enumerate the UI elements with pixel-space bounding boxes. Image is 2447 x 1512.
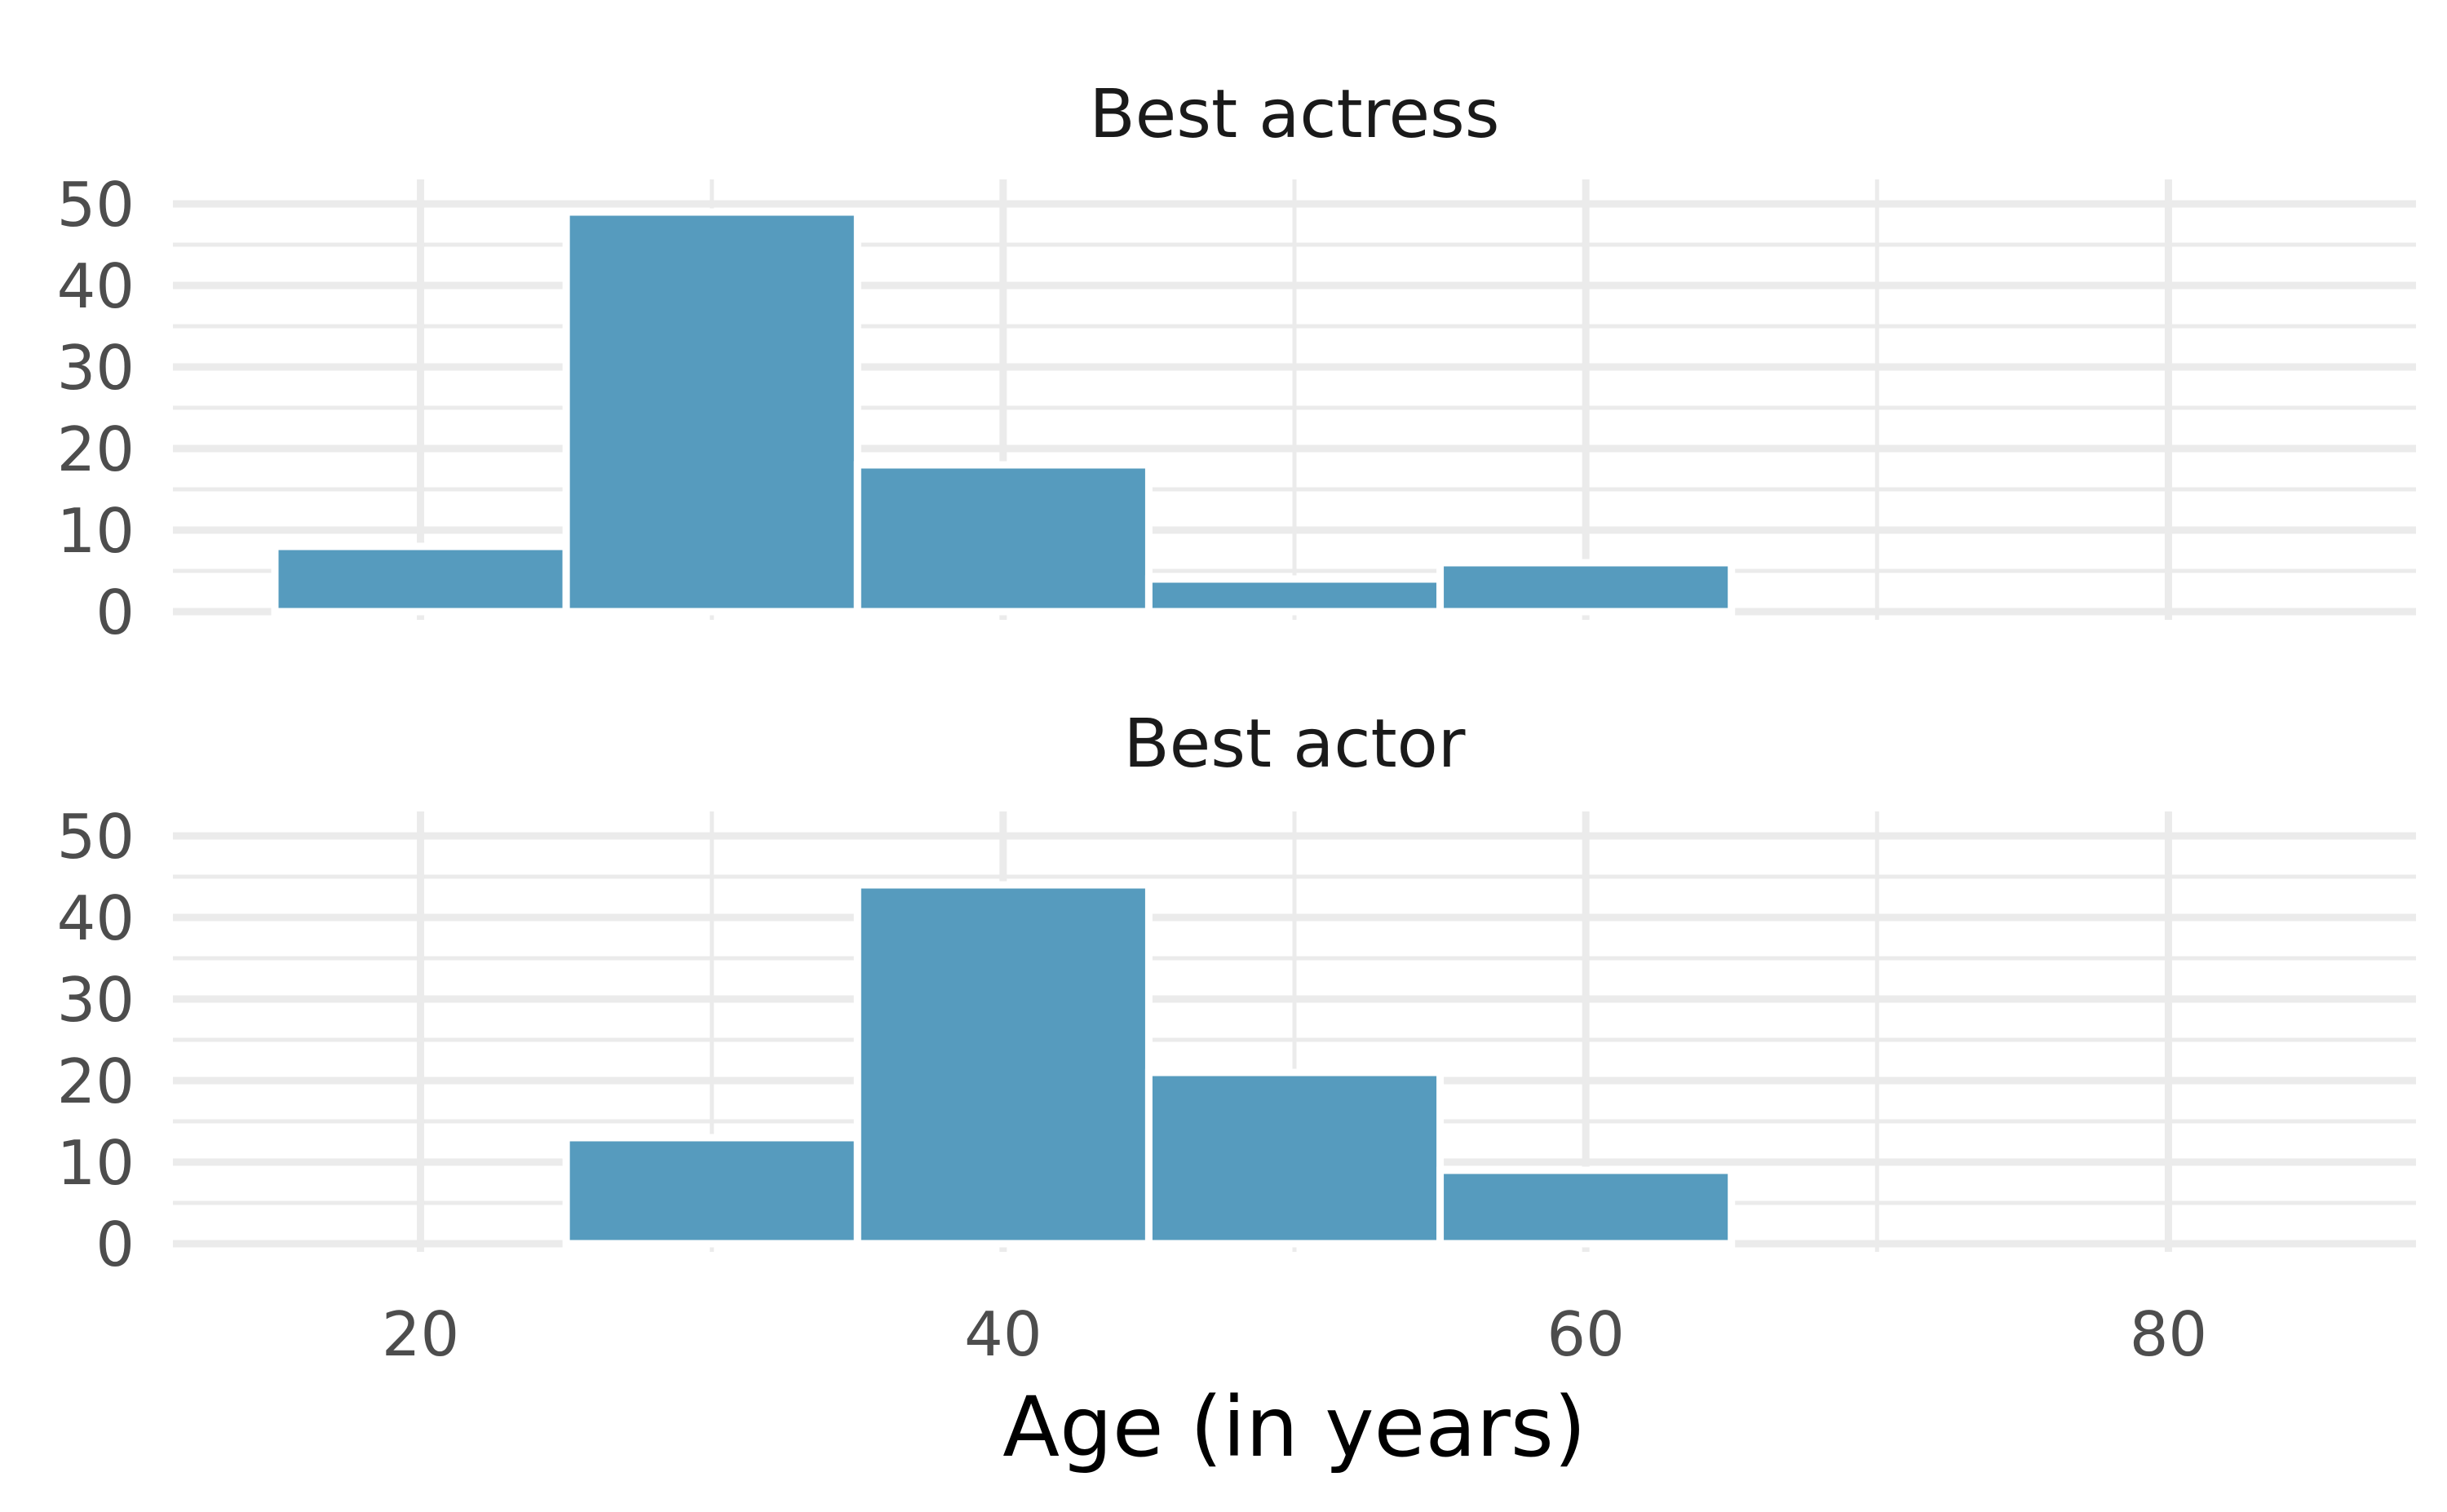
x-axis-tick-labels: 20 40 60 80 <box>382 1298 2207 1370</box>
y-axis-tick-label: 50 <box>57 801 135 873</box>
histogram-bar <box>562 208 861 616</box>
histogram-bar <box>1436 1166 1736 1248</box>
histogram-bar <box>271 542 570 616</box>
y-axis-tick-label: 20 <box>57 1046 135 1117</box>
y-axis-tick-label: 0 <box>95 1209 135 1280</box>
facet-title-best-actor: Best actor <box>1123 705 1465 783</box>
histogram-bar <box>853 461 1153 616</box>
y-axis-tick-label: 20 <box>57 413 135 485</box>
histogram-bar <box>562 1134 861 1248</box>
facet-title-best-actress: Best actress <box>1090 76 1500 153</box>
panel-best-actor: Best actor 0 10 20 30 40 50 <box>57 705 2416 1280</box>
y-axis-tick-label: 40 <box>57 250 135 322</box>
x-axis-tick-label: 80 <box>2130 1298 2207 1370</box>
y-axis-tick-label: 30 <box>57 332 135 404</box>
x-axis-title: Age (in years) <box>1002 1379 1586 1476</box>
y-axis-tick-label: 10 <box>57 495 135 567</box>
y-axis-tick-label: 50 <box>57 169 135 241</box>
histogram-bar <box>1436 559 1736 616</box>
panel-best-actress: Best actress 0 10 20 30 40 50 <box>57 76 2416 648</box>
histogram-bar <box>1144 1068 1445 1248</box>
histogram-bar <box>1144 575 1445 616</box>
y-axis-tick-label: 30 <box>57 964 135 1036</box>
y-axis-tick-label: 40 <box>57 882 135 954</box>
x-axis-tick-label: 60 <box>1547 1298 1624 1370</box>
x-axis-tick-label: 20 <box>382 1298 459 1370</box>
x-axis-tick-label: 40 <box>964 1298 1042 1370</box>
y-axis-tick-label: 0 <box>95 577 135 648</box>
y-axis-tick-label: 10 <box>57 1127 135 1199</box>
histogram-bar <box>853 881 1153 1248</box>
